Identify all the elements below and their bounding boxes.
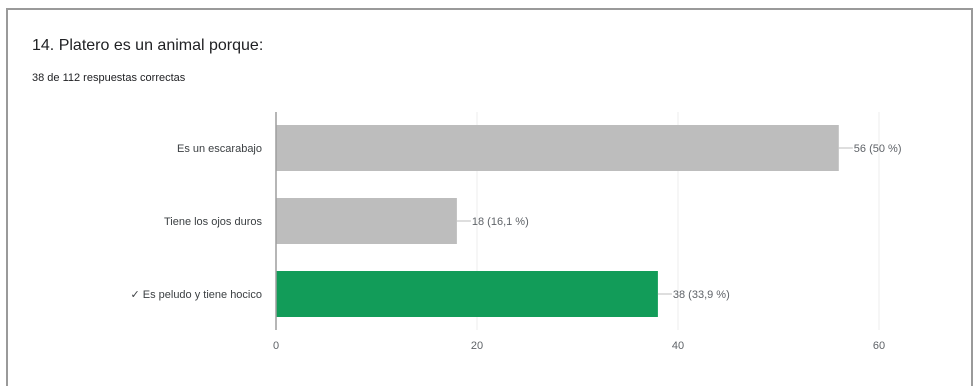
- x-tick-label: 60: [873, 340, 885, 352]
- category-label: Tiene los ojos duros: [164, 216, 263, 228]
- x-tick-label: 40: [672, 340, 684, 352]
- bar: [276, 198, 457, 244]
- question-card: [6, 8, 973, 386]
- data-label: 18 (16,1 %): [472, 216, 529, 228]
- data-label: 38 (33,9 %): [673, 289, 730, 301]
- category-label: ✓ Es peludo y tiene hocico: [130, 289, 262, 301]
- bar-correct: [276, 271, 658, 317]
- data-label: 56 (50 %): [854, 143, 902, 155]
- bar: [276, 125, 839, 171]
- x-tick-label: 20: [471, 340, 483, 352]
- question-title: 14. Platero es un animal porque:: [32, 37, 264, 54]
- correct-answers-summary: 38 de 112 respuestas correctas: [32, 72, 186, 84]
- category-label: Es un escarabajo: [177, 143, 262, 155]
- x-tick-label: 0: [273, 340, 279, 352]
